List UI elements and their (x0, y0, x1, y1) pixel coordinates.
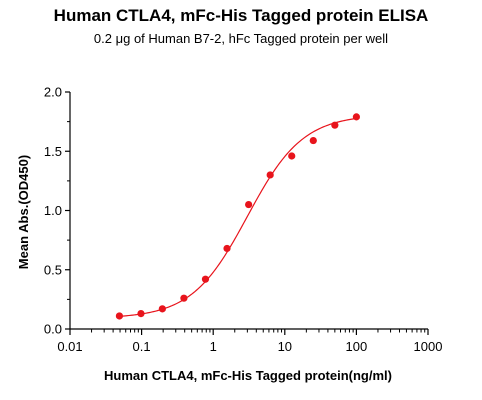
y-axis-ticks: 0.0 0.5 1.0 1.5 2.0 (44, 85, 70, 337)
data-point (288, 152, 296, 160)
data-point (115, 312, 124, 320)
data-point (158, 305, 166, 313)
chart-title: Human CTLA4, mFc-His Tagged protein ELIS… (53, 6, 429, 25)
y-tick-label: 0.5 (44, 262, 62, 277)
x-axis-label: Human CTLA4, mFc-His Tagged protein(ng/m… (104, 368, 392, 383)
x-tick-label: 100 (346, 339, 368, 354)
y-tick-label: 1.5 (44, 144, 62, 159)
x-tick-label: 1 (210, 339, 217, 354)
axes (69, 92, 428, 330)
data-point (266, 171, 274, 179)
data-point (309, 136, 317, 145)
y-axis-label: Mean Abs.(OD450) (16, 155, 31, 269)
data-point (180, 294, 188, 302)
data-points (115, 113, 360, 320)
x-tick-label: 1000 (414, 339, 443, 354)
data-point (201, 275, 210, 283)
data-point (245, 200, 253, 209)
data-point (223, 244, 231, 253)
x-tick-label: 0.01 (57, 339, 82, 354)
x-axis-ticks: 0.01 0.1 1 10 100 1000 (57, 329, 442, 354)
fit-curve (119, 117, 357, 317)
y-tick-label: 2.0 (44, 85, 62, 100)
x-tick-label: 10 (278, 339, 292, 354)
y-tick-label: 0.0 (44, 322, 62, 337)
chart-subtitle: 0.2 μg of Human B7-2, hFc Tagged protein… (93, 31, 389, 46)
data-point (352, 113, 360, 121)
y-tick-label: 1.0 (44, 203, 62, 218)
data-point (331, 121, 339, 129)
data-point (137, 309, 145, 318)
x-tick-label: 0.1 (133, 339, 151, 354)
